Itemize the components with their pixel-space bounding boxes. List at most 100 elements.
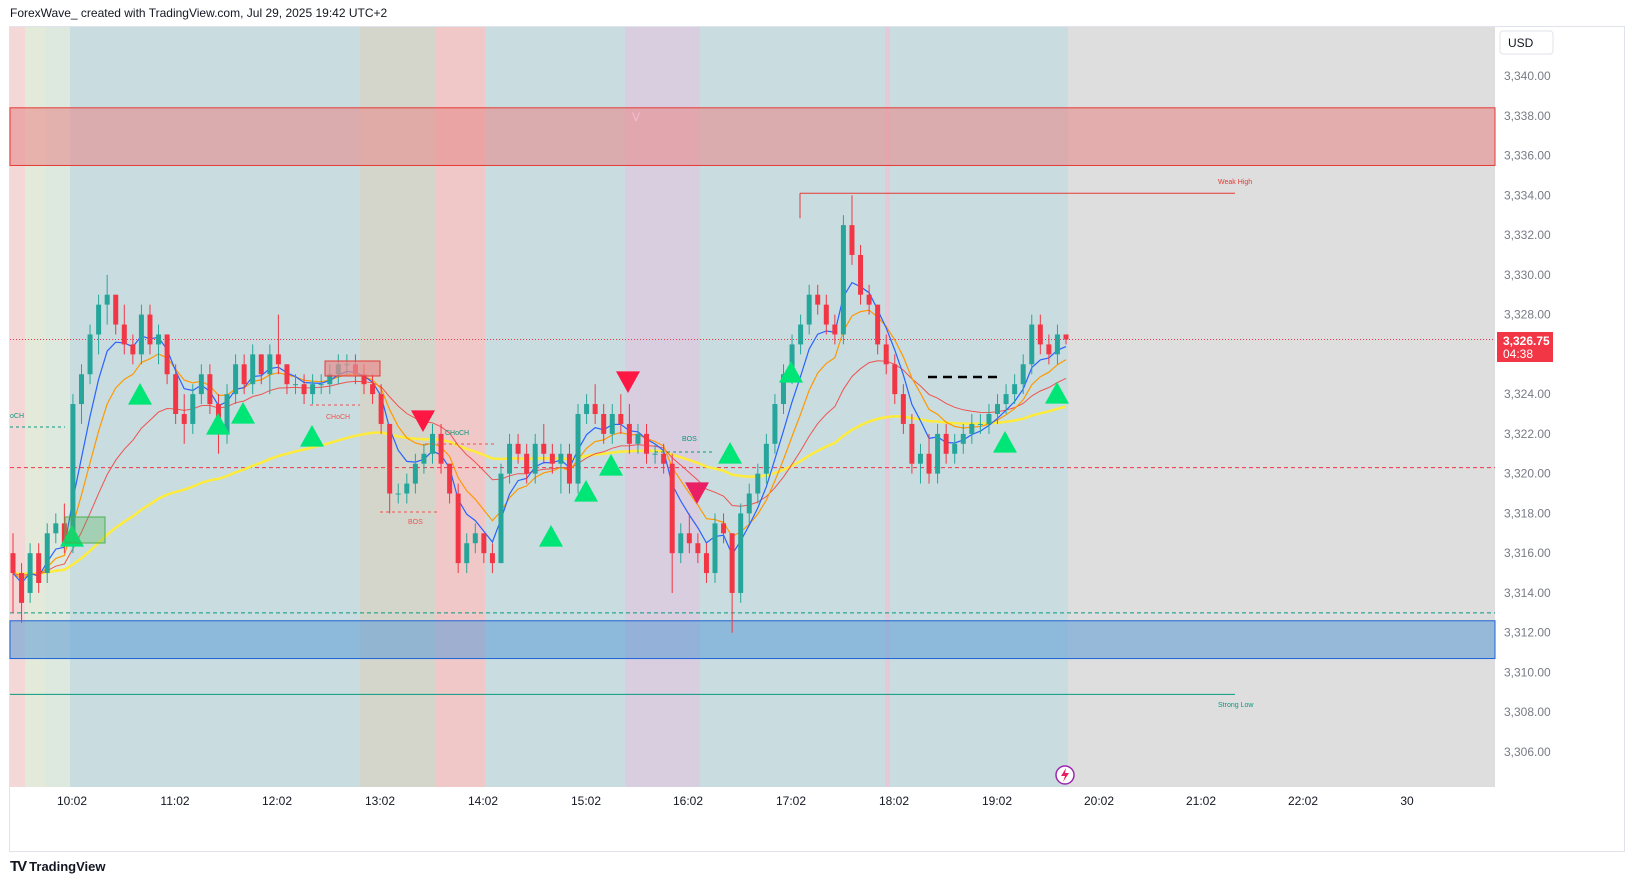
ema-fast-line xyxy=(12,281,1067,584)
candle-body xyxy=(87,334,93,375)
candle-body xyxy=(53,523,59,534)
price-tick-label: 3,322.00 xyxy=(1504,427,1551,441)
candle-body xyxy=(823,304,829,325)
v-marker-label: V xyxy=(632,110,640,124)
price-tick-label: 3,338.00 xyxy=(1504,109,1551,123)
candle-body xyxy=(618,414,624,424)
candle-body xyxy=(156,334,162,345)
price-tick-label: 3,334.00 xyxy=(1504,188,1551,202)
chart-header-title: ForexWave_ created with TradingView.com,… xyxy=(10,6,388,20)
candle-body xyxy=(712,523,718,574)
candle-body xyxy=(387,423,393,494)
buy-signal-icon xyxy=(779,361,803,383)
candle-body xyxy=(798,324,804,345)
candle-body xyxy=(644,433,650,454)
candle-body xyxy=(532,443,538,474)
candle-body xyxy=(986,414,992,424)
candle-body xyxy=(464,543,470,564)
price-tick-label: 3,308.00 xyxy=(1504,705,1551,719)
ema-slow-line xyxy=(12,360,1067,577)
candle-body xyxy=(113,294,119,325)
candle-body xyxy=(772,404,778,444)
candle-body xyxy=(763,443,769,474)
candle-body xyxy=(960,433,966,444)
order-block-red xyxy=(324,360,381,377)
candle-body xyxy=(361,374,367,385)
candle-body xyxy=(584,404,590,414)
buy-signal-icon xyxy=(574,480,598,502)
candle-body xyxy=(995,404,1001,414)
candle-body xyxy=(327,374,333,385)
sell-signal-icon xyxy=(616,371,640,393)
supply-zone xyxy=(9,107,1496,166)
candle-body xyxy=(1046,344,1052,355)
time-tick-label: 10:02 xyxy=(57,794,87,808)
candle-body xyxy=(661,453,667,464)
price-axis xyxy=(1496,27,1624,787)
candle-body xyxy=(507,443,513,474)
candle-body xyxy=(1037,324,1043,345)
candle-body xyxy=(301,384,307,395)
buy-signal-icon xyxy=(206,413,230,435)
currency-badge[interactable] xyxy=(1499,30,1554,55)
price-tick-label: 3,328.00 xyxy=(1504,308,1551,322)
candle-body xyxy=(909,423,915,464)
candle-body xyxy=(19,573,25,603)
candle-body xyxy=(1003,394,1009,405)
candle-body xyxy=(147,314,153,345)
candle-body xyxy=(541,443,547,454)
candle-body xyxy=(935,433,941,474)
buy-signal-icon xyxy=(993,431,1017,453)
candle-body xyxy=(61,523,67,544)
candle-body xyxy=(515,443,521,454)
candle-body xyxy=(498,473,504,564)
candle-body xyxy=(378,394,384,424)
candle-body xyxy=(310,384,316,395)
tradingview-logo[interactable]: TV TradingView xyxy=(10,858,106,875)
candle-body xyxy=(181,414,187,424)
candle-body xyxy=(370,384,376,395)
candle-body xyxy=(173,374,179,414)
candle-body xyxy=(395,493,401,495)
time-tick-label: 11:02 xyxy=(160,794,189,808)
candle-body xyxy=(404,483,410,494)
candle-body xyxy=(780,374,786,405)
candle-body xyxy=(1029,324,1035,365)
candle-body xyxy=(695,543,701,554)
time-axis xyxy=(10,788,1495,810)
price-tick-label: 3,318.00 xyxy=(1504,506,1551,520)
candle-body xyxy=(10,553,16,574)
price-tick-label: 3,320.00 xyxy=(1504,467,1551,481)
price-tick-label: 3,336.00 xyxy=(1504,149,1551,163)
price-tick-label: 3,330.00 xyxy=(1504,268,1551,282)
candle-body xyxy=(738,513,744,593)
candle-body xyxy=(70,404,76,544)
candle-body xyxy=(755,473,761,494)
session-band xyxy=(885,27,890,787)
candle-body xyxy=(190,394,196,424)
candle-body xyxy=(858,254,864,295)
candle-body xyxy=(241,364,247,385)
buy-signal-icon xyxy=(539,525,563,547)
price-tick-label: 3,332.00 xyxy=(1504,228,1551,242)
candle-body xyxy=(626,423,632,444)
sell-signal-icon xyxy=(685,482,709,504)
candle-body xyxy=(729,533,735,593)
candle-body xyxy=(558,453,564,464)
candle-body xyxy=(130,344,136,355)
candle-body xyxy=(481,533,487,554)
time-tick-label: 30 xyxy=(1400,794,1414,808)
buy-signal-icon xyxy=(718,442,742,464)
candle-body xyxy=(198,374,204,395)
candle-body xyxy=(224,394,230,434)
sell-signal-icon xyxy=(411,410,435,432)
candle-body xyxy=(258,354,264,375)
candle-body xyxy=(96,304,102,335)
candle-body xyxy=(1054,334,1060,355)
candle-body xyxy=(849,225,855,255)
chart-frame[interactable] xyxy=(9,26,1625,852)
candle-body xyxy=(421,453,427,464)
price-tick-label: 3,314.00 xyxy=(1504,586,1551,600)
candle-body xyxy=(575,414,581,484)
